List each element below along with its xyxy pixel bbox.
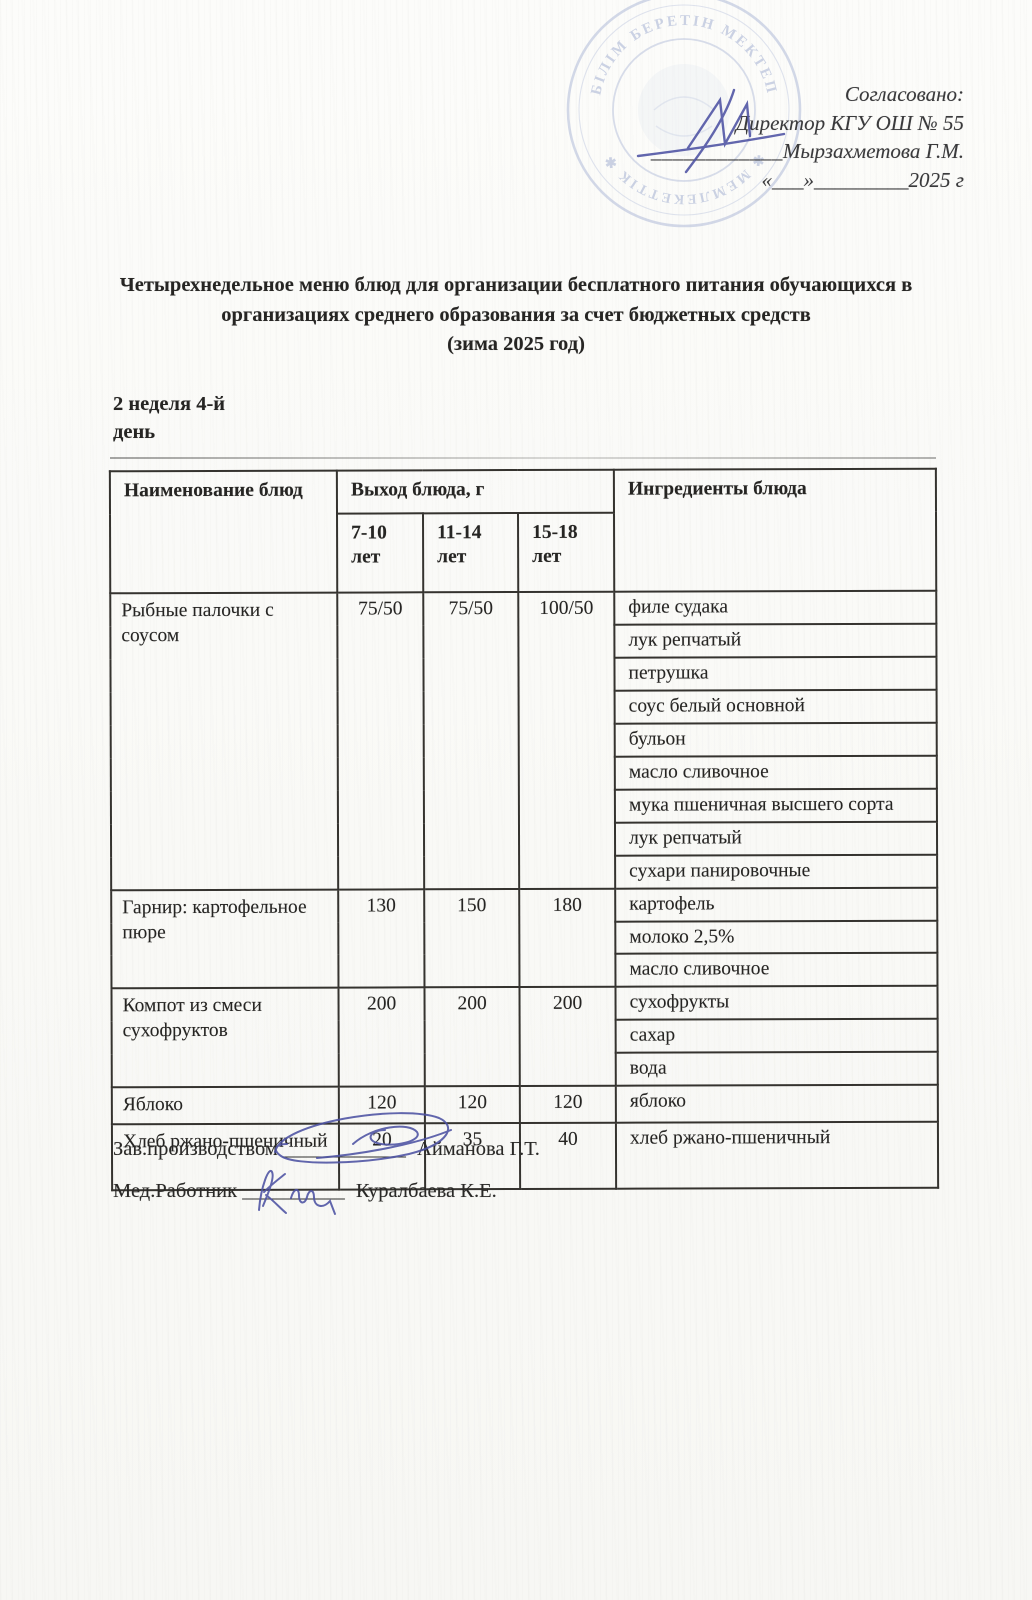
ingredient-cell: хлеб ржано-пшеничный: [615, 1121, 939, 1189]
medical-worker-signature-row: Мед.Работник __________ Куралбаева К.Е.: [113, 1169, 540, 1215]
header-dish: Наименование блюд: [109, 470, 338, 594]
ingredient-cell: яблоко: [615, 1084, 938, 1123]
production-manager-handwritten-signature: [274, 1112, 452, 1164]
period-label: 2 неделя 4-й день: [113, 390, 225, 446]
medical-worker-name: Куралбаева К.Е.: [355, 1180, 497, 1202]
ingredient-cell: молоко 2,5%: [615, 920, 938, 955]
portion-cell: 75/50: [337, 592, 425, 890]
medical-worker-role: Мед.Работник: [113, 1180, 238, 1202]
approval-director-line: Директор КГУ ОШ № 55: [735, 110, 964, 135]
header-age-15-18: 15-18 лет: [518, 512, 615, 593]
week-label: 2 неделя 4-й: [113, 393, 226, 415]
portion-cell: 120: [519, 1086, 616, 1124]
portion-cell: 180: [519, 888, 616, 988]
title-line-2: организациях среднего образования за сче…: [221, 303, 811, 326]
table-row: Компот из смеси сухофруктов 200 200 200 сухо…: [111, 986, 938, 1088]
medical-worker-handwritten-signature: [258, 1169, 336, 1215]
header-age-7-10: 7-10 лет: [337, 513, 424, 593]
ingredient-cell: сахар: [615, 1019, 938, 1054]
production-manager-role: Зав.производством: [113, 1138, 278, 1160]
header-output: Выход блюда, г: [336, 469, 615, 514]
dish-name-cell: Гарнир: картофельное пюре: [111, 889, 339, 989]
menu-table-head: Наименование блюд Выход блюда, г Ингреди…: [109, 468, 937, 594]
production-manager-blank: ____________: [282, 1138, 406, 1160]
portion-cell: 75/50: [423, 592, 520, 889]
menu-table: Наименование блюд Выход блюда, г Ингреди…: [109, 468, 939, 1192]
header-ingredients: Ингредиенты блюда: [613, 468, 937, 592]
approval-block: Согласовано: Директор КГУ ОШ № 55 ______…: [651, 80, 964, 194]
table-row: Яблоко 120 120 120 яблоко: [111, 1084, 938, 1125]
portion-cell: 200: [424, 987, 520, 1087]
ingredient-cell: филе судака: [614, 590, 937, 625]
approval-name-line: ____________Мырзахметова Г.М.: [651, 137, 964, 166]
ingredient-cell: сухофрукты: [615, 986, 938, 1021]
table-row: Гарнир: картофельное пюре 130 150 180 картоф…: [111, 887, 938, 989]
ingredient-cell: петрушка: [614, 656, 937, 691]
page-title: Четырехнедельное меню блюд для организац…: [56, 271, 976, 360]
ingredient-cell: сухари панировочные: [615, 854, 938, 889]
ingredient-cell: бульон: [614, 722, 937, 757]
ingredient-cell: вода: [615, 1052, 938, 1087]
approval-label: Согласовано:: [844, 82, 964, 106]
menu-table-body: Рыбные палочки с соусом 75/50 75/50 100/50 ф…: [110, 590, 939, 1191]
ingredient-cell: картофель: [615, 887, 938, 922]
portion-cell: 100/50: [518, 591, 616, 889]
ingredient-cell: масло сливочное: [614, 755, 937, 790]
ingredient-cell: масло сливочное: [615, 953, 938, 988]
approval-date-line: «___»_________2025 г: [761, 167, 964, 192]
ingredient-cell: лук репчатый: [614, 623, 937, 658]
production-manager-signature-row: Зав.производством ____________ Айманова …: [113, 1112, 540, 1164]
portion-cell: 200: [338, 987, 425, 1087]
ingredient-cell: мука пшеничная высшего сорта: [614, 788, 938, 823]
scan-artifact-line: [110, 457, 936, 459]
director-signature: [636, 88, 786, 174]
production-manager-name: Айманова Г.Т.: [417, 1138, 540, 1160]
director-name: Мырзахметова Г.М.: [782, 139, 964, 163]
table-header-row-1: Наименование блюд Выход блюда, г Ингреди…: [109, 468, 937, 594]
table-row: Рыбные палочки с соусом 75/50 75/50 100/50 ф…: [110, 590, 937, 890]
dish-name-cell: Компот из смеси сухофруктов: [111, 988, 339, 1088]
title-line-1: Четырехнедельное меню блюд для организац…: [119, 274, 913, 296]
portion-cell: 200: [519, 987, 616, 1087]
signature-block: Зав.производством ____________ Айманова …: [113, 1112, 540, 1222]
title-line-3: (зима 2025 год): [447, 333, 585, 355]
header-age-11-14: 11-14 лет: [423, 513, 519, 593]
portion-cell: 150: [424, 888, 520, 988]
ingredient-cell: соус белый основной: [614, 689, 937, 724]
portion-cell: 130: [338, 888, 425, 989]
ingredient-cell: лук репчатый: [615, 821, 938, 856]
dish-name-cell: Рыбные палочки с соусом: [110, 592, 339, 890]
day-label: день: [113, 421, 156, 443]
